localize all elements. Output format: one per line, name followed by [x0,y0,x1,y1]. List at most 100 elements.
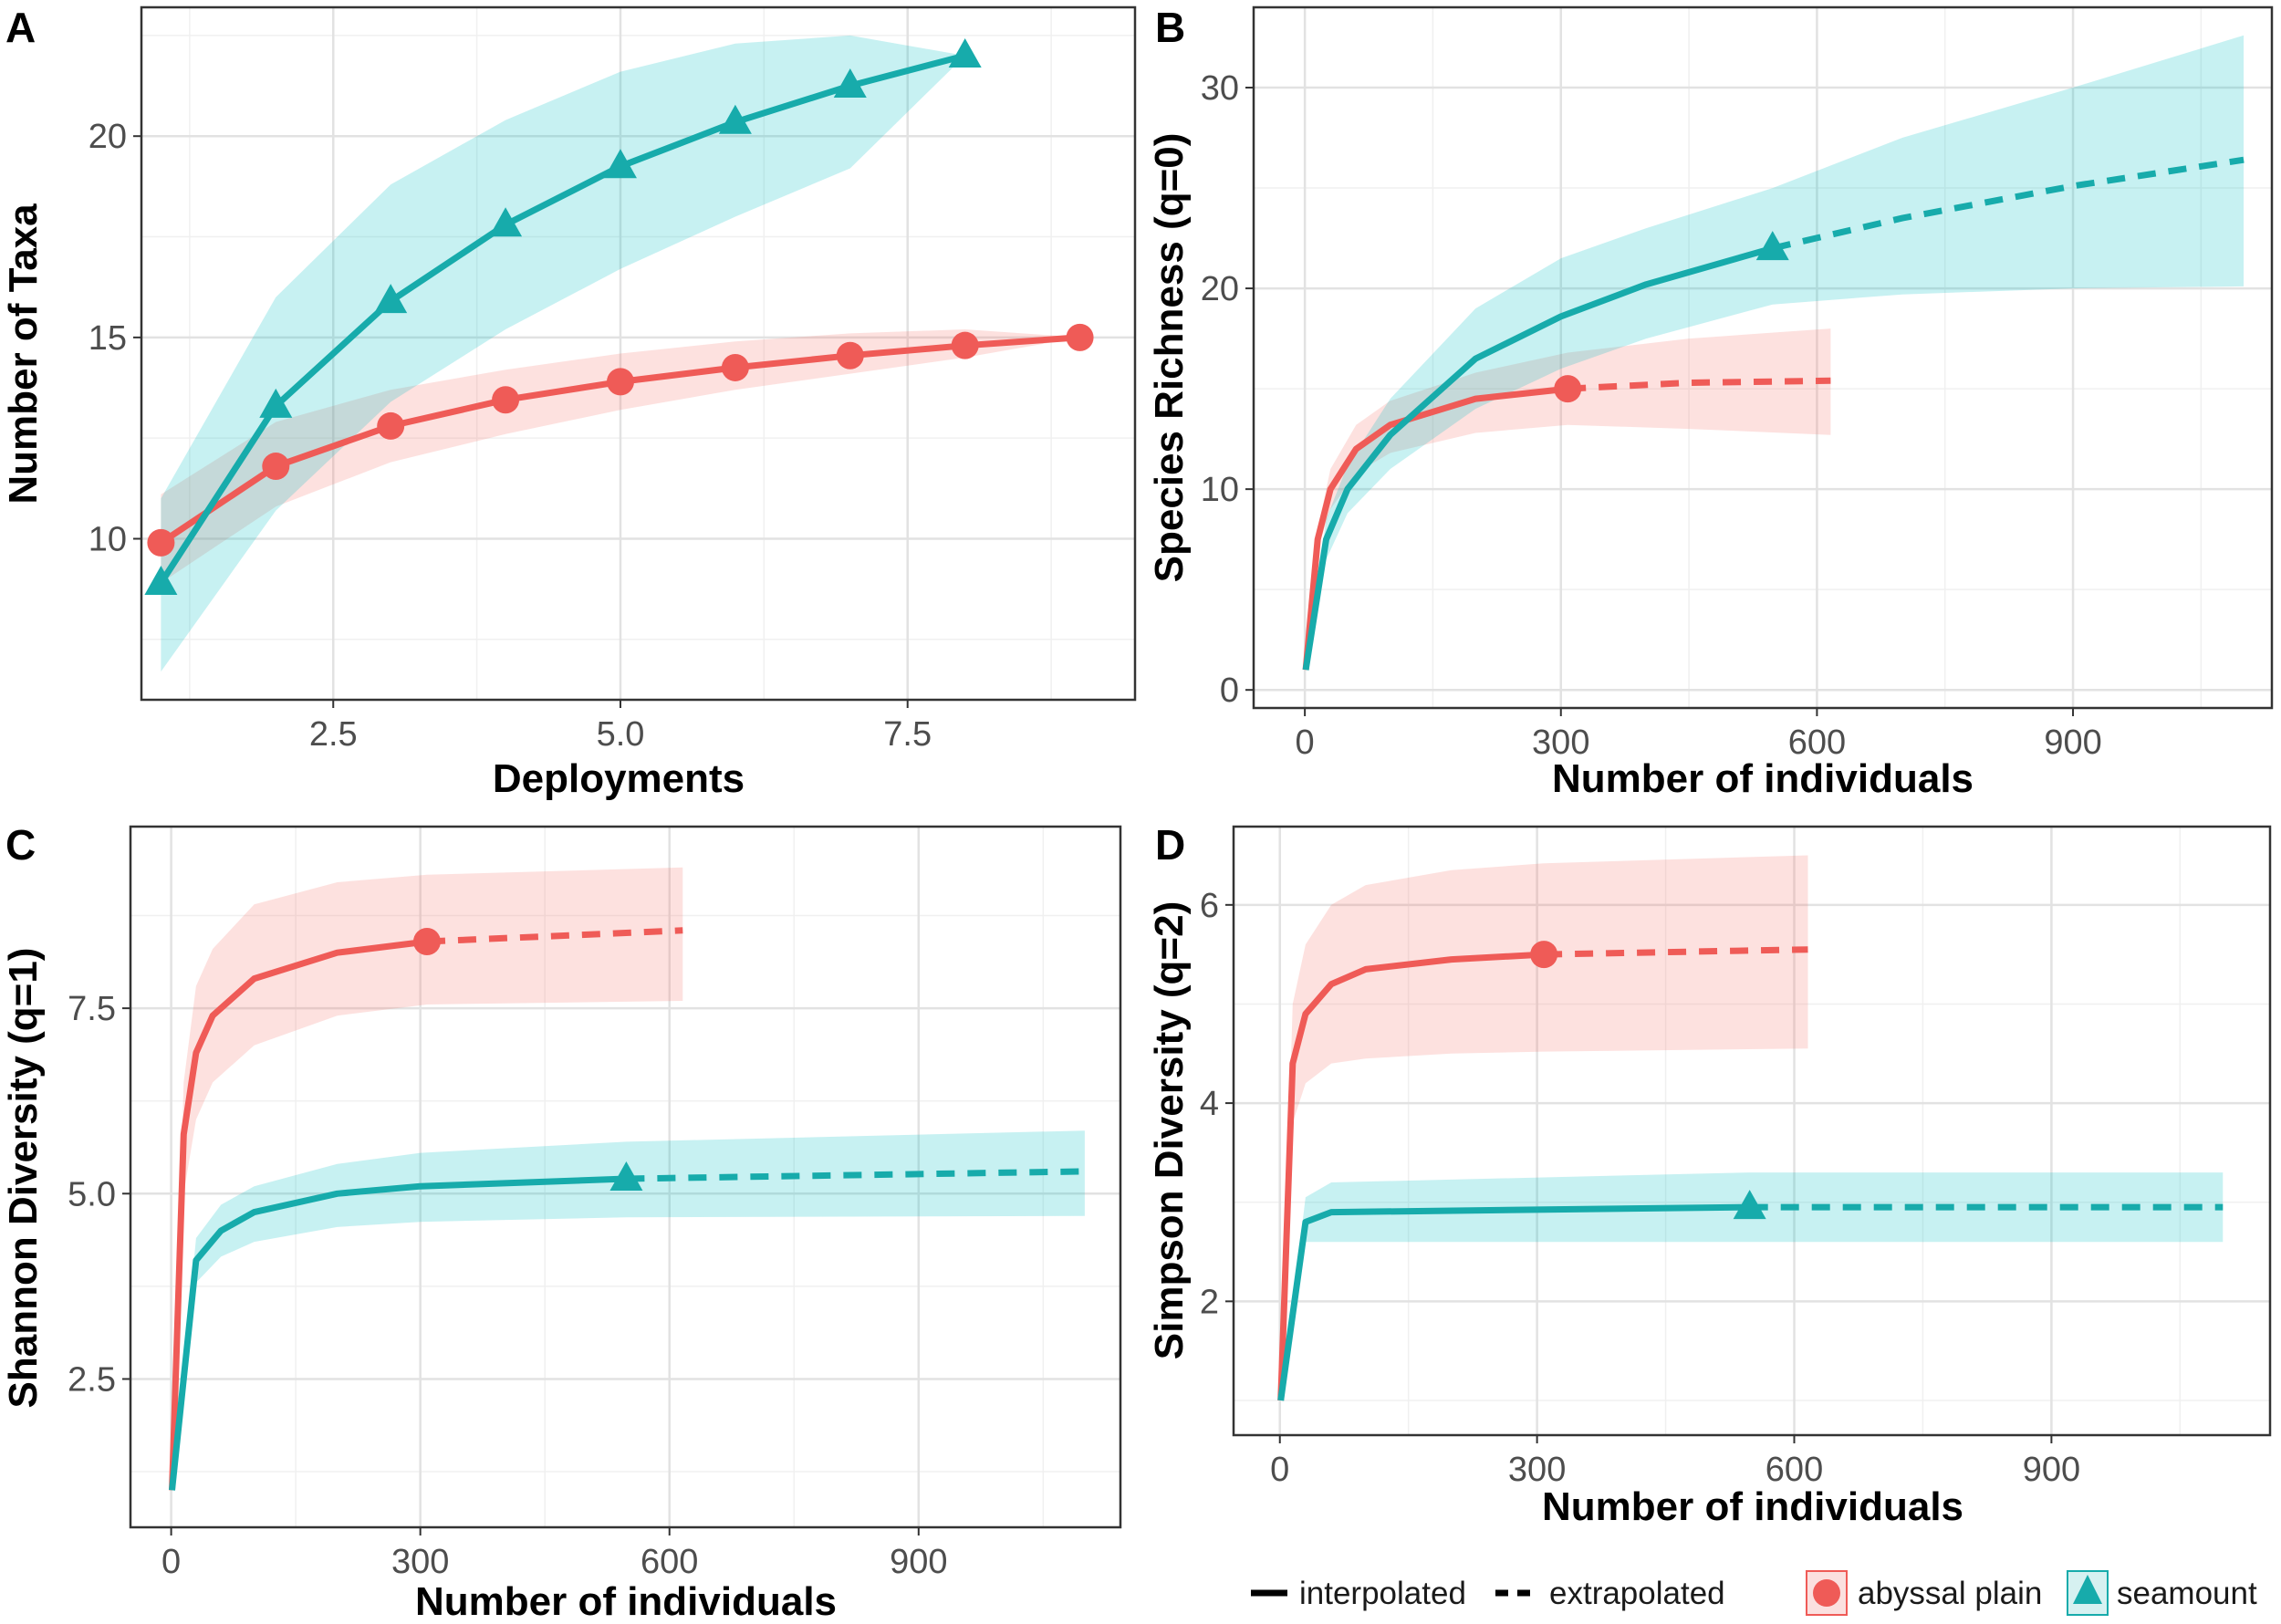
y-tick-label: 10 [1201,471,1239,509]
y-tick-label: 6 [1200,887,1219,925]
confidence-band-abyssal-plain [172,867,683,1491]
y-axis-title-d: Simpson Diversity (q=2) [1147,901,1192,1359]
data-point-abyssal-plain [721,353,749,381]
y-axis-title-b: Species Richness (q=0) [1147,133,1192,583]
plot-border [140,5,1137,702]
y-tick-label: 4 [1200,1085,1219,1123]
y-axis-title-c: Shannon Diversity (q=1) [1,948,46,1409]
y-tick-label: 30 [1201,69,1239,108]
x-tick-label: 300 [1532,724,1589,762]
legend-circle-icon [1813,1579,1840,1607]
data-point-abyssal-plain [1530,941,1558,969]
legend-label-interpolated: interpolated [1299,1576,1466,1611]
plot-border [129,825,1122,1529]
interpolated-line-seamount [1302,245,1774,671]
data-point-abyssal-plain [377,411,405,440]
interpolated-line-seamount [1277,1203,1750,1401]
y-tick-label: 7.5 [68,990,116,1028]
y-tick-label: 2.5 [68,1360,116,1399]
y-tick-label: 5.0 [68,1175,116,1213]
legend-triangle-icon [2073,1575,2102,1604]
x-tick-label: 7.5 [883,715,932,754]
y-tick-label: 20 [89,118,127,156]
interpolated-line-abyssal-plain [1277,951,1545,1401]
plot-background [1234,827,2270,1435]
extrapolated-line-seamount [1772,156,2245,252]
x-tick-label: 600 [1765,1451,1823,1489]
data-point-abyssal-plain [147,528,175,557]
data-point-abyssal-plain [951,331,979,359]
x-tick-label: 0 [1296,724,1315,762]
panel-label-b: B [1155,4,1185,51]
y-tick-label: 0 [1220,671,1239,710]
data-point-abyssal-plain [836,341,864,370]
data-point-abyssal-plain [1066,323,1094,351]
panel-b: 0 300 600 900 0 10 20 30 [1201,5,2274,762]
extrapolated-line-abyssal-plain [426,927,683,945]
extrapolated-line-abyssal-plain [1544,946,1808,958]
legend-label-abyssal-plain: abyssal plain [1858,1576,2042,1611]
data-point-abyssal-plain [262,453,290,481]
interpolated-line-abyssal-plain [169,938,428,1491]
confidence-band-seamount [161,35,965,672]
data-point-seamount [603,149,637,179]
data-point-seamount [259,388,293,418]
plot-background [1254,7,2272,708]
x-axis-title-b: Number of individuals [1552,756,1974,801]
panel-label-d: D [1155,821,1185,869]
legend-label-seamount: seamount [2117,1576,2257,1611]
data-point-seamount [1755,231,1789,261]
data-point-abyssal-plain [412,927,441,955]
y-tick-label: 2 [1200,1283,1219,1321]
data-point-seamount [948,37,982,68]
y-axis-title-a: Number of Taxa [1,203,46,505]
data-point-seamount [609,1161,643,1192]
x-tick-label: 5.0 [597,715,645,754]
y-tick-label: 15 [89,319,127,358]
data-point-seamount [489,207,523,237]
legend-label-extrapolated: extrapolated [1549,1576,1725,1611]
panel-label-c: C [5,821,36,869]
confidence-band-seamount [172,1130,1085,1491]
data-point-seamount [374,284,408,314]
panel-d: 0 300 600 900 2 4 6 [1200,825,2272,1489]
data-point-seamount [833,68,867,99]
x-tick-label: 0 [1270,1451,1289,1489]
panel-label-a: A [5,4,36,51]
data-point-abyssal-plain [1554,375,1582,403]
x-tick-label: 600 [1788,724,1846,762]
y-tick-label: 20 [1201,270,1239,308]
interpolated-line-abyssal-plain [1302,385,1568,671]
series-line-seamount [158,52,966,585]
x-tick-label: 300 [1508,1451,1566,1489]
confidence-band-seamount [1280,1172,2224,1400]
data-point-abyssal-plain [606,368,634,396]
extrapolated-line-abyssal-plain [1568,377,1831,392]
plot-border [1232,825,2272,1437]
data-point-abyssal-plain [492,386,520,414]
x-axis-title-d: Number of individuals [1542,1484,1963,1529]
x-axis-title-a: Deployments [493,756,745,801]
y-tick-label: 10 [89,520,127,558]
data-point-seamount [144,566,178,596]
extrapolated-line-seamount [626,1168,1085,1182]
legend: interpolated extrapolated abyssal plain … [1251,1570,2257,1616]
x-tick-label: 0 [161,1543,181,1581]
x-tick-label: 900 [890,1543,947,1581]
x-axis-title-c: Number of individuals [415,1579,837,1624]
data-point-seamount [718,104,752,134]
x-tick-label: 900 [2044,724,2101,762]
confidence-band-abyssal-plain [161,329,1080,583]
panel-a: 2.5 5.0 7.5 10 15 20 [89,5,1137,754]
confidence-band-abyssal-plain [1280,855,1808,1400]
x-tick-label: 2.5 [309,715,358,754]
panel-c: 0 300 600 900 2.5 5.0 7.5 [68,825,1122,1581]
x-tick-label: 300 [391,1543,449,1581]
confidence-band-seamount [1306,35,2245,671]
data-point-seamount [1733,1190,1766,1220]
plot-border [1252,5,2274,710]
interpolated-line-seamount [169,1175,627,1491]
x-tick-label: 600 [641,1543,698,1581]
x-tick-label: 900 [2023,1451,2080,1489]
